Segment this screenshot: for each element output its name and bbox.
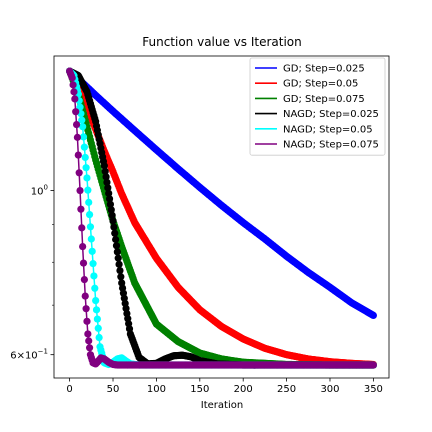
x-tick-label: 200 <box>234 384 253 395</box>
legend-box <box>249 57 386 156</box>
x-tick-label: 300 <box>320 384 339 395</box>
series-6 <box>66 67 377 369</box>
x-tick-label: 50 <box>107 384 120 395</box>
x-tick-label: 350 <box>364 384 383 395</box>
x-tick-label: 150 <box>190 384 209 395</box>
axes: 0 50 100 150 200 250 300 350 100 6×10−1 <box>10 55 390 395</box>
x-tick-label: 100 <box>147 384 166 395</box>
legend-label: NAGD; Step=0.025 <box>283 109 379 120</box>
legend-label: GD; Step=0.075 <box>283 94 365 105</box>
x-axis-label: Iteration <box>201 400 243 411</box>
legend-label: NAGD; Step=0.05 <box>283 124 373 135</box>
series-1-line <box>69 70 374 317</box>
chart-title: Function value vs Iteration <box>142 35 302 49</box>
x-tick-label: 250 <box>277 384 296 395</box>
series-2-line <box>68 70 374 366</box>
x-tick-label: 0 <box>66 384 72 395</box>
y-tick-label: 100 <box>31 184 48 198</box>
axes-frame <box>53 55 390 379</box>
legend-label: NAGD; Step=0.075 <box>283 140 379 151</box>
series-6-line <box>68 70 374 366</box>
legend-label: GD; Step=0.05 <box>283 79 358 90</box>
y-tick-label: 6×10−1 <box>10 348 48 362</box>
legend-label: GD; Step=0.025 <box>283 64 365 75</box>
legend: GD; Step=0.025 GD; Step=0.05 GD; Step=0.07… <box>249 57 386 156</box>
